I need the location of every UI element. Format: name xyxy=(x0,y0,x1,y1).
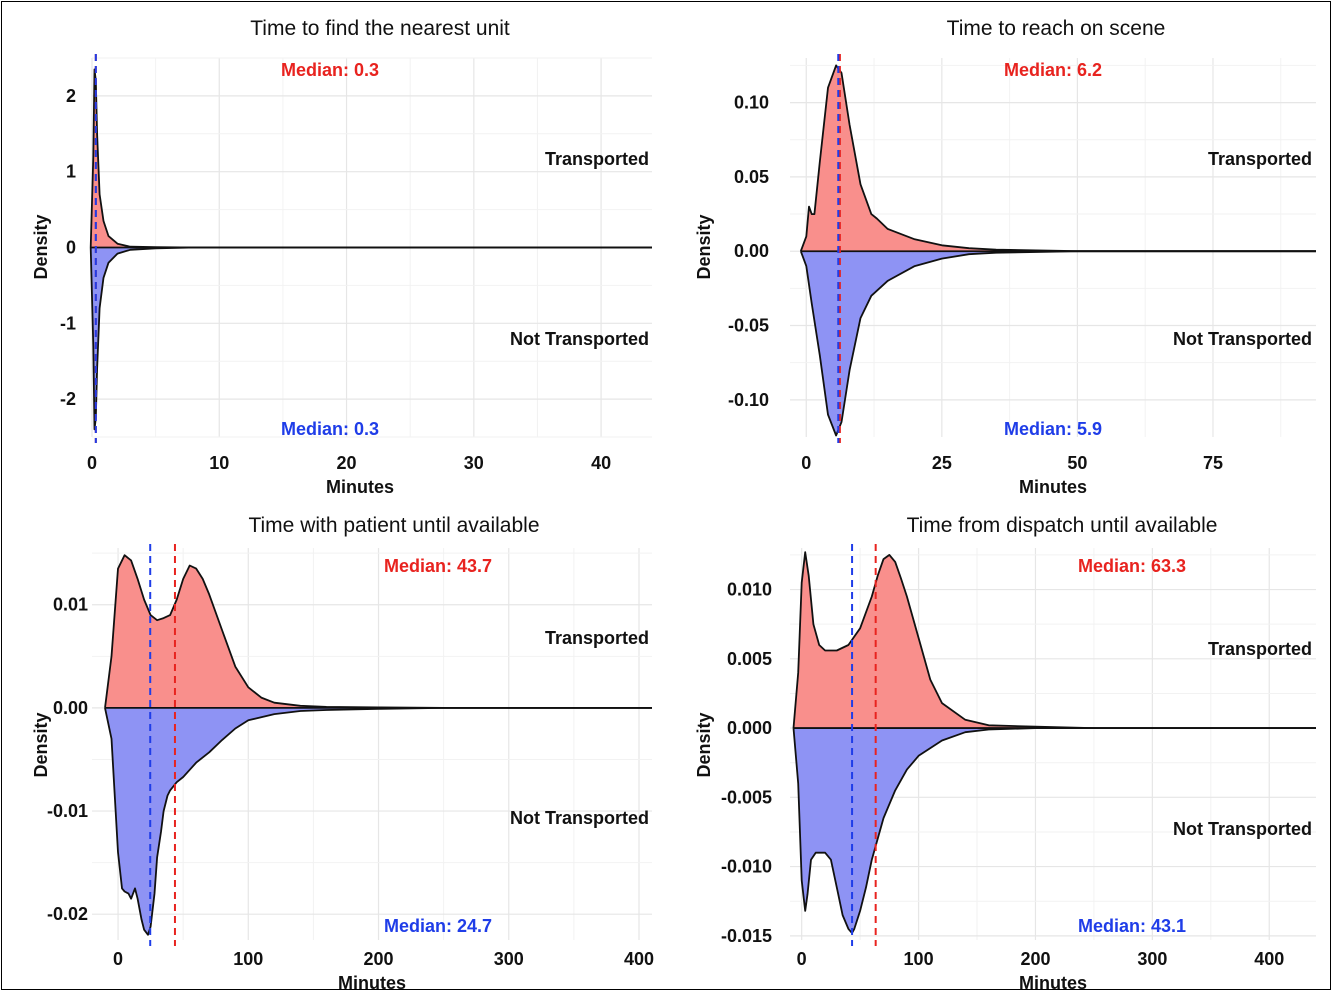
y-tick-label: -0.010 xyxy=(721,857,772,877)
panel-2: Median: 6.2 Median: 5.9 Transported Not Tra… xyxy=(694,17,1316,497)
x-tick-label: 20 xyxy=(337,453,357,473)
x-tick-label: 400 xyxy=(624,949,654,969)
x-tick-label: 0 xyxy=(87,453,97,473)
density-outline-transported xyxy=(792,551,1316,729)
y-tick-label: 0.05 xyxy=(734,167,769,187)
y-tick-label: -2 xyxy=(60,389,76,409)
density-area-transported xyxy=(105,555,652,708)
y-tick-label: 0.010 xyxy=(727,580,772,600)
panel-title: Time with patient until available xyxy=(248,514,539,537)
density-area-not-transported xyxy=(793,728,1316,934)
y-tick-label: 0.000 xyxy=(727,718,772,738)
x-tick-label: 300 xyxy=(494,949,524,969)
density-area-not-transported xyxy=(800,251,1316,436)
y-tick-label: 0 xyxy=(66,238,76,258)
y-tick-label: -0.05 xyxy=(728,316,769,336)
density-area-transported xyxy=(800,65,1316,252)
y-axis-label: Density xyxy=(31,712,51,777)
y-tick-label: 0.00 xyxy=(53,698,88,718)
x-tick-label: 200 xyxy=(363,949,393,969)
y-tick-label: 2 xyxy=(66,86,76,106)
y-axis-label: Density xyxy=(694,214,714,279)
y-tick-label: -0.01 xyxy=(47,801,88,821)
x-tick-label: 0 xyxy=(113,949,123,969)
group-label-transported: Transported xyxy=(545,149,649,169)
group-label-transported: Transported xyxy=(1208,639,1312,659)
x-tick-label: 10 xyxy=(209,453,229,473)
panel-1: Median: 0.3 Median: 0.3 Transported Not Tra… xyxy=(31,17,652,497)
group-label-transported: Transported xyxy=(1208,149,1312,169)
y-tick-label: -1 xyxy=(60,313,76,333)
x-tick-label: 200 xyxy=(1020,949,1050,969)
density-area-transported xyxy=(793,552,1316,729)
y-tick-label: 0.10 xyxy=(734,93,769,113)
y-axis-label: Density xyxy=(31,214,51,279)
x-tick-label: 50 xyxy=(1067,453,1087,473)
x-tick-label: 100 xyxy=(904,949,934,969)
y-tick-label: -0.015 xyxy=(721,926,772,946)
panel-title: Time from dispatch until available xyxy=(907,514,1218,537)
median-label-transported: Median: 0.3 xyxy=(281,60,379,80)
median-label-transported: Median: 43.7 xyxy=(384,556,492,576)
density-outline-not-transported xyxy=(799,250,1316,437)
density-outline-not-transported xyxy=(792,727,1316,934)
group-label-transported: Transported xyxy=(545,628,649,648)
y-tick-label: 0.005 xyxy=(727,649,772,669)
x-tick-label: 30 xyxy=(464,453,484,473)
y-tick-label: 0.00 xyxy=(734,241,769,261)
x-tick-label: 300 xyxy=(1137,949,1167,969)
panel-title: Time to reach on scene xyxy=(947,17,1166,40)
median-label-not-transported: Median: 24.7 xyxy=(384,916,492,936)
x-tick-label: 400 xyxy=(1254,949,1284,969)
x-tick-label: 25 xyxy=(932,453,952,473)
y-tick-label: 0.01 xyxy=(53,595,88,615)
x-tick-label: 75 xyxy=(1203,453,1223,473)
y-axis-label: Density xyxy=(694,712,714,777)
group-label-not-transported: Not Transported xyxy=(1173,329,1312,349)
y-tick-label: 1 xyxy=(66,162,76,182)
median-label-not-transported: Median: 43.1 xyxy=(1078,916,1186,936)
x-tick-label: 0 xyxy=(797,949,807,969)
density-outline-transported xyxy=(104,554,652,709)
x-axis-label: Minutes xyxy=(338,973,406,993)
median-label-transported: Median: 63.3 xyxy=(1078,556,1186,576)
y-tick-label: -0.10 xyxy=(728,390,769,410)
x-tick-label: 40 xyxy=(591,453,611,473)
y-tick-label: -0.005 xyxy=(721,787,772,807)
x-axis-label: Minutes xyxy=(1019,477,1087,497)
x-tick-label: 100 xyxy=(233,949,263,969)
panel-title: Time to find the nearest unit xyxy=(250,17,510,40)
median-label-not-transported: Median: 0.3 xyxy=(281,419,379,439)
x-tick-label: 0 xyxy=(801,453,811,473)
median-label-transported: Median: 6.2 xyxy=(1004,60,1102,80)
density-outline-transported xyxy=(799,64,1316,253)
median-label-not-transported: Median: 5.9 xyxy=(1004,419,1102,439)
panel-3: Median: 43.7 Median: 24.7 Transported Not T… xyxy=(31,514,654,993)
group-label-not-transported: Not Transported xyxy=(510,808,649,828)
group-label-not-transported: Not Transported xyxy=(1173,819,1312,839)
group-label-not-transported: Not Transported xyxy=(510,329,649,349)
y-tick-label: -0.02 xyxy=(47,904,88,924)
panel-4: Median: 63.3 Median: 43.1 Transported Not T… xyxy=(694,514,1316,993)
density-area-not-transported xyxy=(105,707,652,935)
x-axis-label: Minutes xyxy=(1019,973,1087,993)
density-outline-not-transported xyxy=(104,707,652,936)
x-axis-label: Minutes xyxy=(326,477,394,497)
